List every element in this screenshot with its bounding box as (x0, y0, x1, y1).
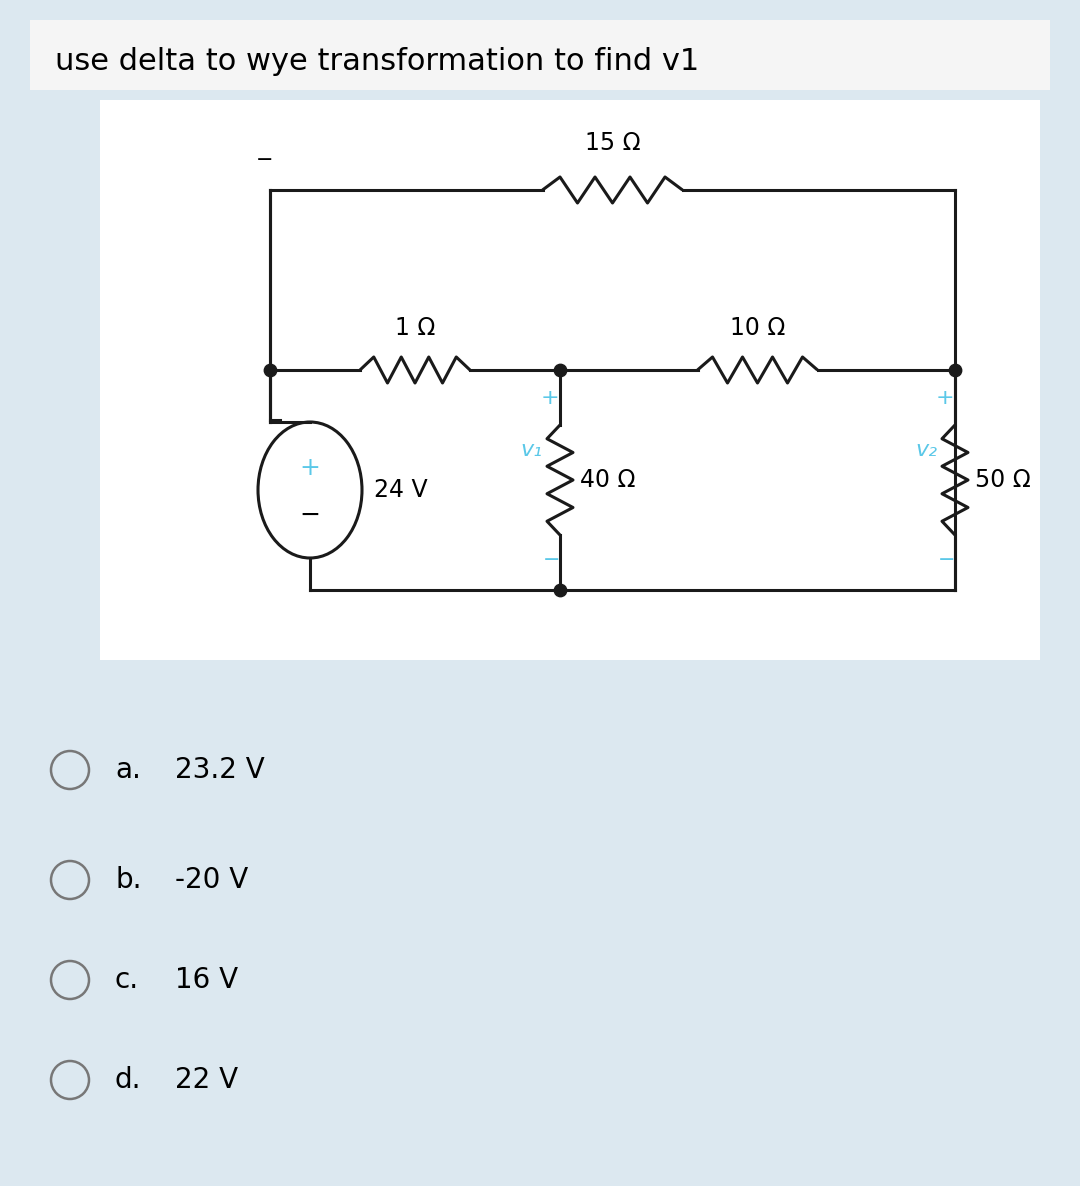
Text: −: − (299, 503, 321, 527)
Text: 23.2 V: 23.2 V (175, 755, 265, 784)
Point (946, 361, 963, 380)
Text: +: + (541, 388, 559, 408)
Text: 15 Ω: 15 Ω (584, 130, 640, 155)
Text: −: − (256, 149, 273, 170)
Text: +: + (935, 388, 955, 408)
Point (552, 580, 569, 599)
FancyBboxPatch shape (100, 100, 1040, 659)
Text: 10 Ω: 10 Ω (730, 315, 785, 340)
Text: -20 V: -20 V (175, 866, 248, 894)
Point (261, 361, 279, 380)
Text: v₁: v₁ (519, 440, 542, 460)
Text: c.: c. (114, 967, 139, 994)
Text: d.: d. (114, 1066, 141, 1093)
Text: a.: a. (114, 755, 140, 784)
Text: 50 Ω: 50 Ω (975, 468, 1030, 492)
Point (552, 361, 569, 380)
Text: 40 Ω: 40 Ω (580, 468, 635, 492)
Text: v₂: v₂ (915, 440, 937, 460)
Text: 22 V: 22 V (175, 1066, 238, 1093)
Text: use delta to wye transformation to find v1: use delta to wye transformation to find … (55, 47, 699, 77)
Text: 1 Ω: 1 Ω (395, 315, 435, 340)
Text: 16 V: 16 V (175, 967, 238, 994)
Text: b.: b. (114, 866, 141, 894)
Text: 24 V: 24 V (374, 478, 428, 502)
FancyBboxPatch shape (30, 20, 1050, 90)
Text: −: − (543, 550, 561, 570)
Text: +: + (299, 455, 321, 480)
Text: −: − (939, 550, 956, 570)
